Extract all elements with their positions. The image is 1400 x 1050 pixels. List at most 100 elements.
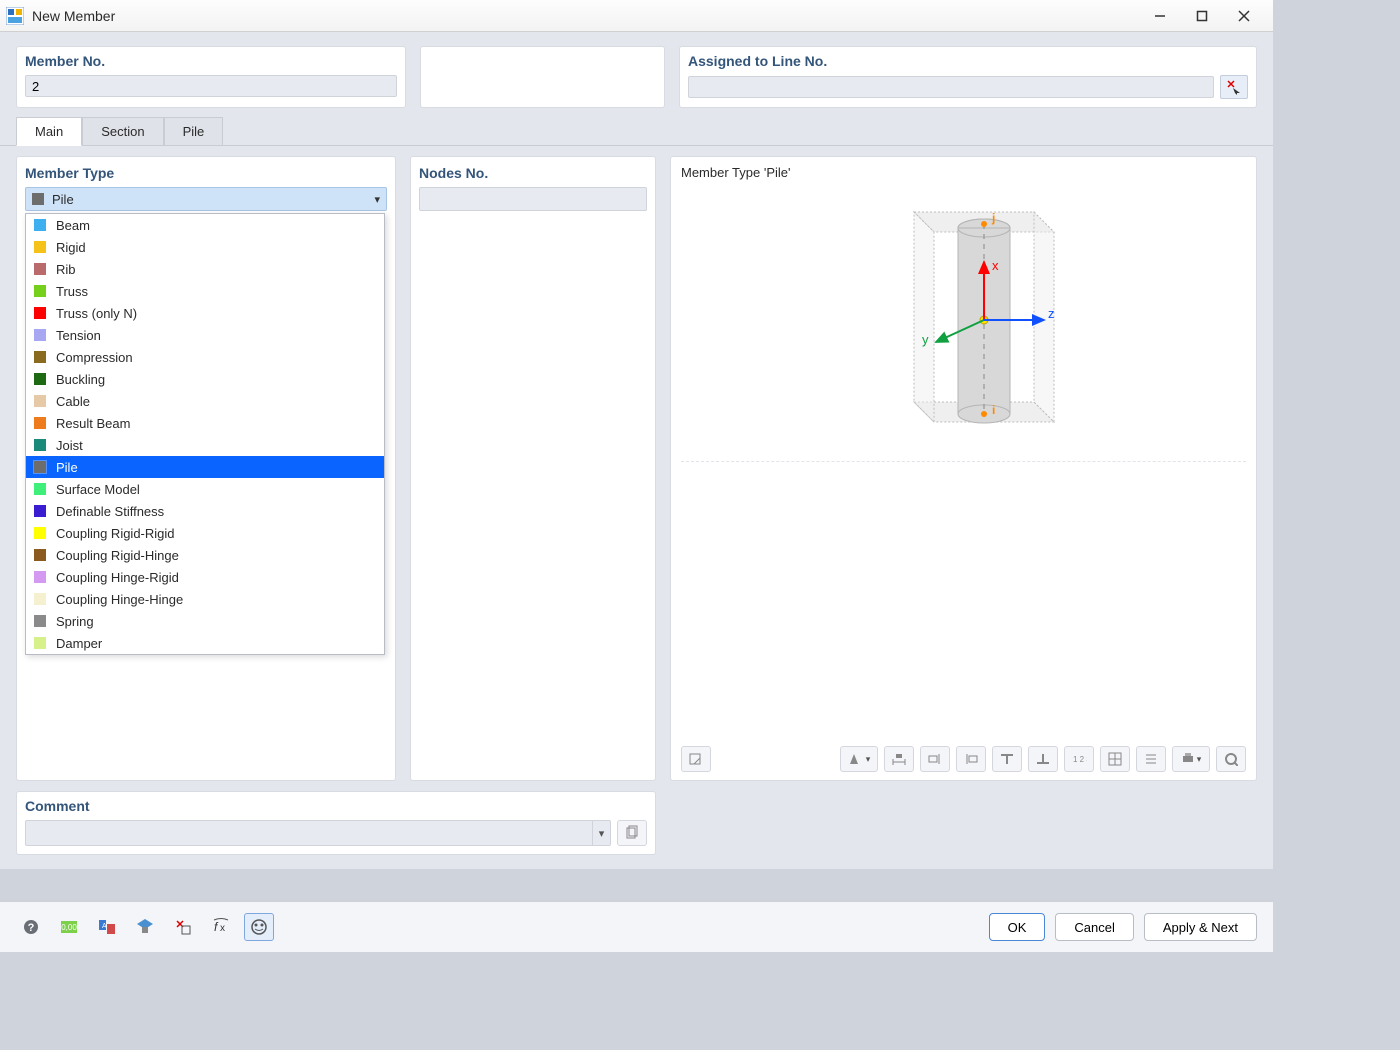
preview-title: Member Type 'Pile'	[681, 165, 1246, 180]
color-swatch	[34, 373, 46, 385]
help-icon[interactable]: ?	[16, 913, 46, 941]
print-icon[interactable]: ▾	[1172, 746, 1210, 772]
top-spacer-box	[420, 46, 665, 108]
member-type-option[interactable]: Joist	[26, 434, 384, 456]
color-swatch	[34, 351, 46, 363]
tab-main[interactable]: Main	[16, 117, 82, 146]
member-no-input[interactable]	[25, 75, 397, 97]
comment-input[interactable]	[26, 821, 592, 845]
color-swatch	[34, 527, 46, 539]
tab-pile[interactable]: Pile	[164, 117, 224, 145]
member-type-option[interactable]: Truss	[26, 280, 384, 302]
member-type-option[interactable]: Beam	[26, 214, 384, 236]
option-label: Rib	[56, 262, 76, 277]
member-type-option[interactable]: Truss (only N)	[26, 302, 384, 324]
color-swatch	[34, 615, 46, 627]
comment-label: Comment	[25, 798, 647, 814]
color-swatch	[34, 439, 46, 451]
minimize-button[interactable]	[1139, 2, 1181, 30]
member-type-option[interactable]: Surface Model	[26, 478, 384, 500]
units-icon[interactable]: 0,00	[54, 913, 84, 941]
option-label: Surface Model	[56, 482, 140, 497]
comment-box: Comment ▾	[16, 791, 656, 855]
member-type-option[interactable]: Compression	[26, 346, 384, 368]
chevron-down-icon: ▾	[374, 193, 380, 206]
option-label: Compression	[56, 350, 133, 365]
member-type-option[interactable]: Damper	[26, 632, 384, 654]
apply-next-button[interactable]: Apply & Next	[1144, 913, 1257, 941]
member-no-label: Member No.	[25, 53, 397, 69]
option-label: Joist	[56, 438, 83, 453]
svg-text:?: ?	[28, 922, 35, 934]
reset-view-icon[interactable]	[1216, 746, 1246, 772]
cancel-button[interactable]: Cancel	[1055, 913, 1133, 941]
svg-text:i: i	[992, 403, 995, 417]
svg-text:x: x	[220, 923, 225, 934]
option-label: Truss	[56, 284, 88, 299]
ai-icon[interactable]	[244, 913, 274, 941]
color-swatch	[34, 329, 46, 341]
color-swatch	[34, 637, 46, 649]
member-type-panel: Member Type Pile ▾ BeamRigidRibTrussTrus…	[16, 156, 396, 781]
member-type-dropdown[interactable]: Pile ▾	[25, 187, 387, 211]
grid-icon[interactable]	[1100, 746, 1130, 772]
assigned-box: Assigned to Line No.	[679, 46, 1257, 108]
color-swatch	[34, 263, 46, 275]
color-swatch	[34, 571, 46, 583]
option-label: Damper	[56, 636, 102, 651]
list-icon[interactable]: 1 2 3	[1064, 746, 1094, 772]
option-label: Coupling Rigid-Rigid	[56, 526, 175, 541]
window-title: New Member	[32, 8, 1139, 24]
member-type-option[interactable]: Cable	[26, 390, 384, 412]
member-type-list[interactable]: Beam Rigid Rib Truss Truss (only N) Tension Co…	[25, 213, 385, 655]
member-type-option[interactable]: Pile	[26, 456, 384, 478]
color-swatch	[34, 593, 46, 605]
member-type-option[interactable]: Coupling Rigid-Rigid	[26, 522, 384, 544]
member-type-option[interactable]: Coupling Hinge-Hinge	[26, 588, 384, 610]
top-fields: Member No. Assigned to Line No.	[0, 32, 1273, 116]
comment-dropdown-button[interactable]: ▾	[592, 821, 610, 845]
close-button[interactable]	[1223, 2, 1265, 30]
preview-canvas: ijxyz	[681, 182, 1246, 462]
nodes-panel: Nodes No.	[410, 156, 656, 781]
tab-section[interactable]: Section	[82, 117, 163, 145]
offset-left-icon[interactable]	[920, 746, 950, 772]
assigned-label: Assigned to Line No.	[688, 53, 1248, 69]
option-label: Truss (only N)	[56, 306, 137, 321]
language-icon[interactable]: A	[92, 913, 122, 941]
offset-right-icon[interactable]	[956, 746, 986, 772]
section-icon[interactable]: ▾	[840, 746, 878, 772]
member-type-option[interactable]: Rigid	[26, 236, 384, 258]
ok-button[interactable]: OK	[989, 913, 1046, 941]
member-type-option[interactable]: Spring	[26, 610, 384, 632]
member-type-option[interactable]: Coupling Rigid-Hinge	[26, 544, 384, 566]
svg-text:f: f	[214, 920, 219, 934]
nodes-input[interactable]	[419, 187, 647, 211]
dimension-icon[interactable]	[884, 746, 914, 772]
pick-icon[interactable]	[168, 913, 198, 941]
member-type-option[interactable]: Coupling Hinge-Rigid	[26, 566, 384, 588]
beam-bottom-icon[interactable]	[1028, 746, 1058, 772]
properties-icon[interactable]	[1136, 746, 1166, 772]
color-swatch	[34, 241, 46, 253]
beam-top-icon[interactable]	[992, 746, 1022, 772]
copy-comment-button[interactable]	[617, 820, 647, 846]
display-icon[interactable]	[130, 913, 160, 941]
member-type-option[interactable]: Buckling	[26, 368, 384, 390]
attach-icon[interactable]	[681, 746, 711, 772]
maximize-button[interactable]	[1181, 2, 1223, 30]
member-type-option[interactable]: Definable Stiffness	[26, 500, 384, 522]
option-label: Rigid	[56, 240, 86, 255]
assigned-input[interactable]	[688, 76, 1214, 98]
svg-text:j: j	[991, 211, 995, 225]
pick-line-button[interactable]	[1220, 75, 1248, 99]
option-label: Pile	[56, 460, 78, 475]
option-label: Tension	[56, 328, 101, 343]
member-type-option[interactable]: Tension	[26, 324, 384, 346]
color-swatch	[34, 483, 46, 495]
fx-icon[interactable]: fx	[206, 913, 236, 941]
member-type-option[interactable]: Rib	[26, 258, 384, 280]
option-label: Coupling Hinge-Rigid	[56, 570, 179, 585]
member-type-option[interactable]: Result Beam	[26, 412, 384, 434]
color-swatch	[34, 219, 46, 231]
